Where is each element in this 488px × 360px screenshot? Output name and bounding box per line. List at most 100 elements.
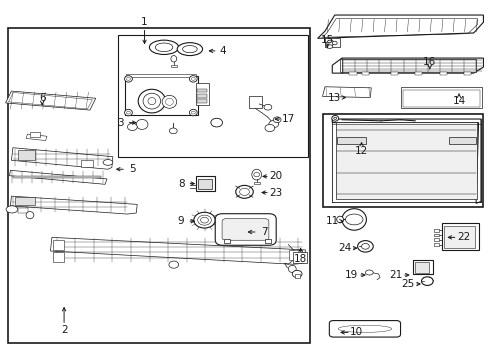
Ellipse shape xyxy=(288,265,296,273)
Bar xyxy=(249,96,261,108)
Bar xyxy=(400,87,482,108)
Bar xyxy=(293,252,306,263)
Ellipse shape xyxy=(169,128,177,134)
Text: 11: 11 xyxy=(325,216,338,226)
Bar xyxy=(18,150,35,160)
Bar xyxy=(253,182,259,184)
Text: 21: 21 xyxy=(388,270,402,280)
Bar xyxy=(412,260,432,274)
Bar xyxy=(294,274,299,278)
Ellipse shape xyxy=(170,55,176,62)
Polygon shape xyxy=(317,15,483,39)
Ellipse shape xyxy=(168,261,178,268)
Bar xyxy=(439,72,446,75)
Bar xyxy=(195,176,215,191)
Ellipse shape xyxy=(421,277,432,285)
Bar xyxy=(441,223,478,250)
FancyBboxPatch shape xyxy=(329,320,400,337)
Ellipse shape xyxy=(155,43,172,51)
Ellipse shape xyxy=(6,206,18,213)
Text: 25: 25 xyxy=(401,279,414,289)
Bar xyxy=(348,72,356,75)
Ellipse shape xyxy=(148,98,156,105)
Ellipse shape xyxy=(361,243,368,249)
Ellipse shape xyxy=(292,270,302,278)
Ellipse shape xyxy=(182,45,197,53)
Polygon shape xyxy=(11,148,113,169)
Bar xyxy=(170,65,176,67)
Bar xyxy=(414,262,428,273)
Bar xyxy=(361,72,368,75)
Bar xyxy=(18,208,28,213)
Text: 2: 2 xyxy=(61,325,67,335)
Bar xyxy=(289,250,301,260)
Ellipse shape xyxy=(165,98,173,105)
Ellipse shape xyxy=(268,121,278,128)
Polygon shape xyxy=(26,134,47,140)
Bar xyxy=(444,226,474,248)
Polygon shape xyxy=(325,39,339,47)
Ellipse shape xyxy=(26,212,34,219)
Bar xyxy=(197,99,206,103)
Ellipse shape xyxy=(336,216,343,223)
Ellipse shape xyxy=(136,120,148,130)
Ellipse shape xyxy=(326,45,332,48)
Bar xyxy=(197,89,206,92)
Ellipse shape xyxy=(126,111,130,114)
Ellipse shape xyxy=(345,214,362,225)
Polygon shape xyxy=(331,58,483,73)
Ellipse shape xyxy=(162,95,176,108)
Text: 20: 20 xyxy=(269,171,282,181)
Text: 17: 17 xyxy=(281,114,294,124)
Ellipse shape xyxy=(189,109,197,116)
Text: 14: 14 xyxy=(451,96,465,106)
Text: 8: 8 xyxy=(178,179,184,189)
Ellipse shape xyxy=(333,117,336,120)
Bar xyxy=(448,137,475,144)
Ellipse shape xyxy=(253,172,259,177)
Ellipse shape xyxy=(331,41,336,45)
Ellipse shape xyxy=(365,270,372,275)
Ellipse shape xyxy=(191,77,195,80)
Polygon shape xyxy=(322,87,370,98)
Bar xyxy=(264,239,270,243)
Bar xyxy=(13,176,101,178)
Ellipse shape xyxy=(235,185,253,198)
Bar xyxy=(125,76,198,116)
Bar xyxy=(414,72,422,75)
Ellipse shape xyxy=(264,104,271,110)
Ellipse shape xyxy=(239,188,249,195)
Ellipse shape xyxy=(341,209,366,230)
Ellipse shape xyxy=(124,76,132,82)
Bar xyxy=(433,243,438,246)
Polygon shape xyxy=(126,74,195,77)
Text: 15: 15 xyxy=(320,35,333,45)
Bar xyxy=(402,90,479,107)
Bar xyxy=(81,160,93,167)
Text: 7: 7 xyxy=(260,227,267,237)
Polygon shape xyxy=(335,122,476,199)
Text: 13: 13 xyxy=(327,93,341,103)
Bar xyxy=(336,137,366,144)
Ellipse shape xyxy=(143,93,160,109)
Text: 9: 9 xyxy=(178,216,184,226)
Polygon shape xyxy=(9,170,107,184)
Bar xyxy=(198,179,211,189)
Ellipse shape xyxy=(264,125,274,132)
Ellipse shape xyxy=(331,116,338,121)
Text: 23: 23 xyxy=(269,188,282,198)
Text: 18: 18 xyxy=(293,254,306,264)
Polygon shape xyxy=(5,91,96,110)
Text: 19: 19 xyxy=(345,270,358,280)
FancyBboxPatch shape xyxy=(215,214,276,245)
Text: 5: 5 xyxy=(129,164,135,174)
Bar xyxy=(433,238,438,241)
Ellipse shape xyxy=(127,123,137,131)
Bar xyxy=(8,28,310,343)
Text: 4: 4 xyxy=(219,46,225,56)
Bar xyxy=(53,239,64,249)
Bar xyxy=(433,234,438,237)
Ellipse shape xyxy=(326,40,333,46)
Ellipse shape xyxy=(357,240,372,252)
Text: 3: 3 xyxy=(117,118,123,128)
